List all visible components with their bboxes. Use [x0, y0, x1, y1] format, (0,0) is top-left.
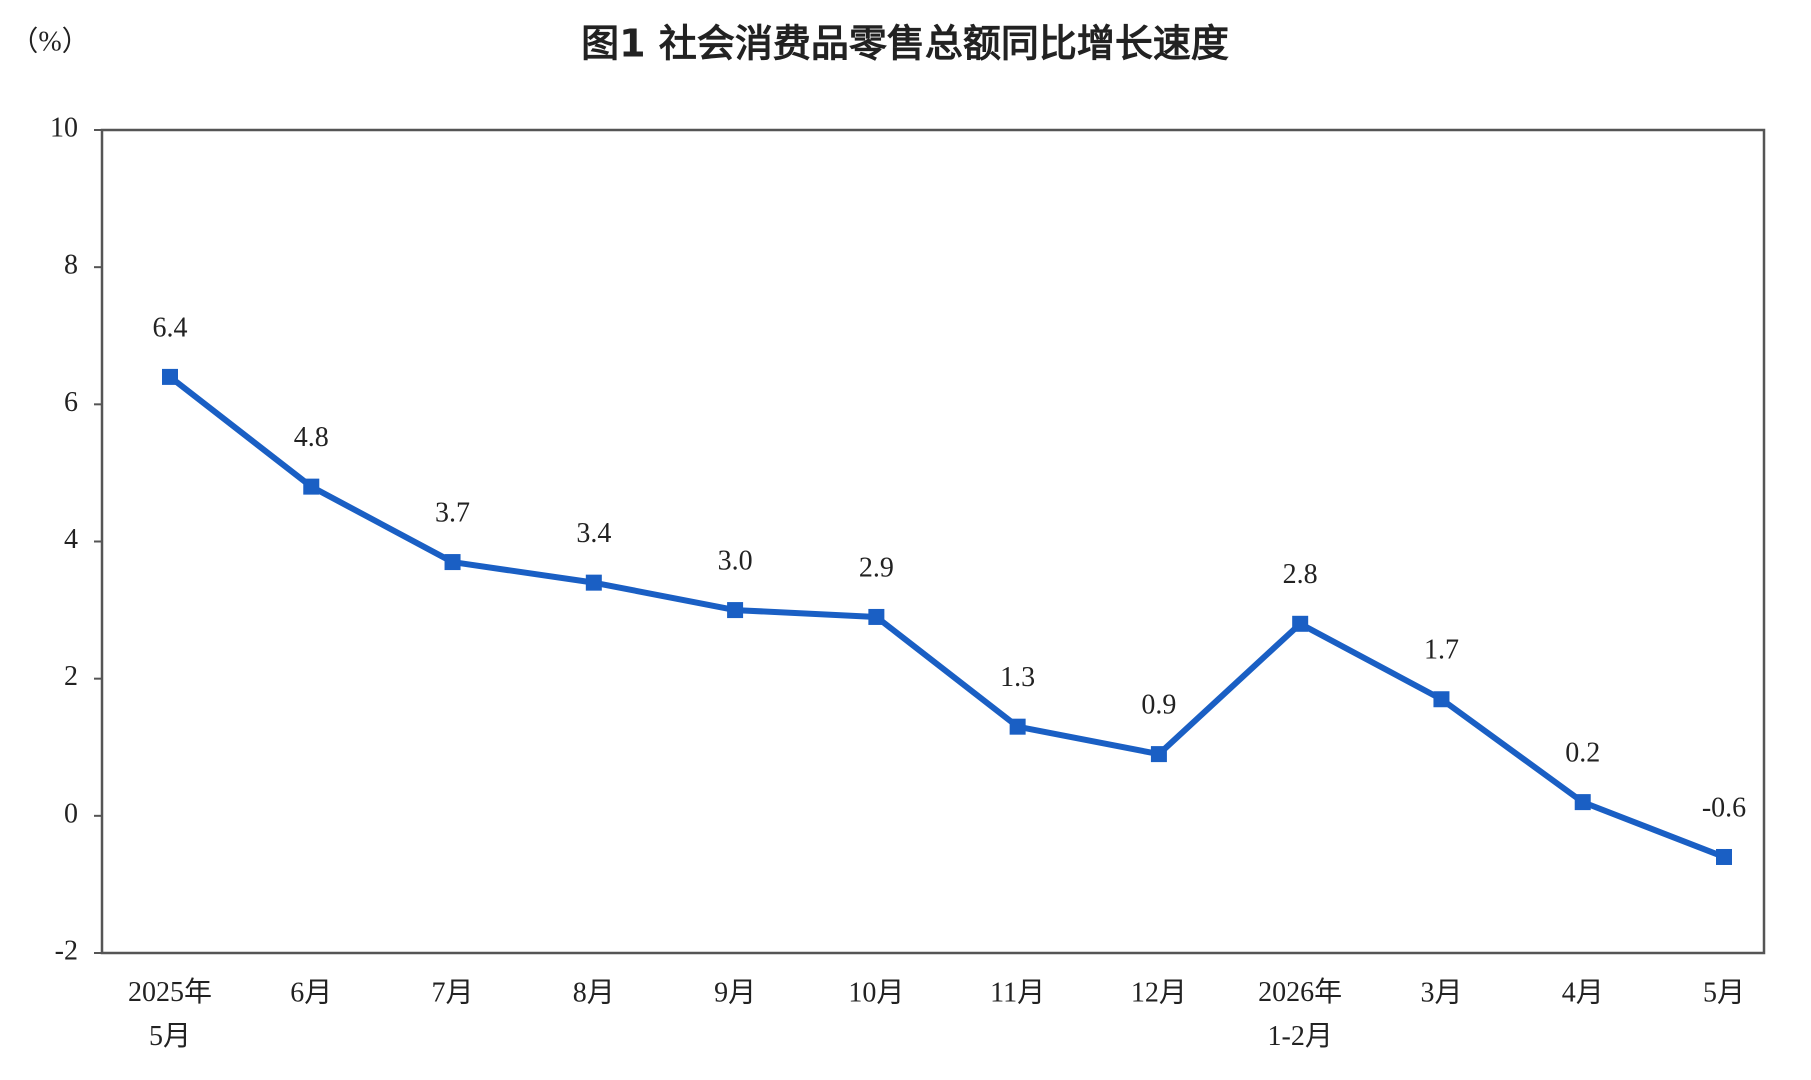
x-tick-label: 4月 — [1562, 977, 1604, 1008]
y-axis-unit: （%） — [10, 25, 89, 57]
x-tick-label: 10月 — [848, 977, 904, 1008]
data-marker — [1716, 848, 1732, 865]
y-tick-label: 2 — [64, 661, 78, 692]
data-marker — [1292, 615, 1309, 632]
data-label: 2.9 — [859, 552, 894, 583]
data-label: 3.4 — [576, 518, 611, 549]
data-marker — [1150, 746, 1167, 763]
y-tick-label: 8 — [64, 250, 78, 281]
data-marker — [303, 478, 320, 495]
x-tick-label: 8月 — [573, 977, 615, 1008]
x-tick-label: 6月 — [290, 977, 332, 1008]
data-line — [168, 374, 1726, 860]
data-label: 0.2 — [1565, 738, 1600, 769]
data-label: 3.7 — [435, 497, 470, 528]
x-tick-label: 7月 — [432, 977, 474, 1008]
data-marker — [162, 368, 178, 385]
data-label: 1.7 — [1424, 635, 1459, 666]
x-tick-label: 3月 — [1420, 977, 1462, 1008]
y-tick-label: 0 — [64, 798, 78, 829]
chart-title: 图1 社会消费品零售总额同比增长速度 — [581, 22, 1229, 66]
x-tick-label: 5月 — [1703, 977, 1745, 1008]
y-tick-label: 6 — [64, 387, 78, 418]
data-label: -0.6 — [1702, 792, 1746, 823]
y-tick-label: 10 — [50, 112, 78, 143]
x-tick-label: 2025年 5月 — [128, 976, 212, 1052]
plot-frame — [100, 128, 1766, 955]
y-tick-label: 4 — [64, 524, 78, 555]
data-marker — [585, 574, 602, 591]
data-marker — [1433, 691, 1450, 708]
x-tick-label: 2026年 1-2月 — [1258, 976, 1342, 1052]
data-label: 4.8 — [294, 422, 329, 453]
data-marker — [727, 602, 744, 619]
data-label: 6.4 — [153, 312, 188, 343]
x-tick-label: 11月 — [990, 977, 1045, 1008]
data-marker — [444, 554, 461, 571]
data-marker — [1574, 794, 1591, 811]
x-tick-label: 9月 — [714, 977, 756, 1008]
data-marker — [1009, 718, 1026, 735]
data-label: 1.3 — [1000, 662, 1035, 693]
data-label: 2.8 — [1283, 559, 1318, 590]
data-label: 3.0 — [718, 546, 753, 577]
data-marker — [868, 608, 885, 625]
y-tick-label: -2 — [55, 935, 78, 966]
x-tick-label: 12月 — [1131, 977, 1187, 1008]
data-label: 0.9 — [1141, 690, 1176, 721]
